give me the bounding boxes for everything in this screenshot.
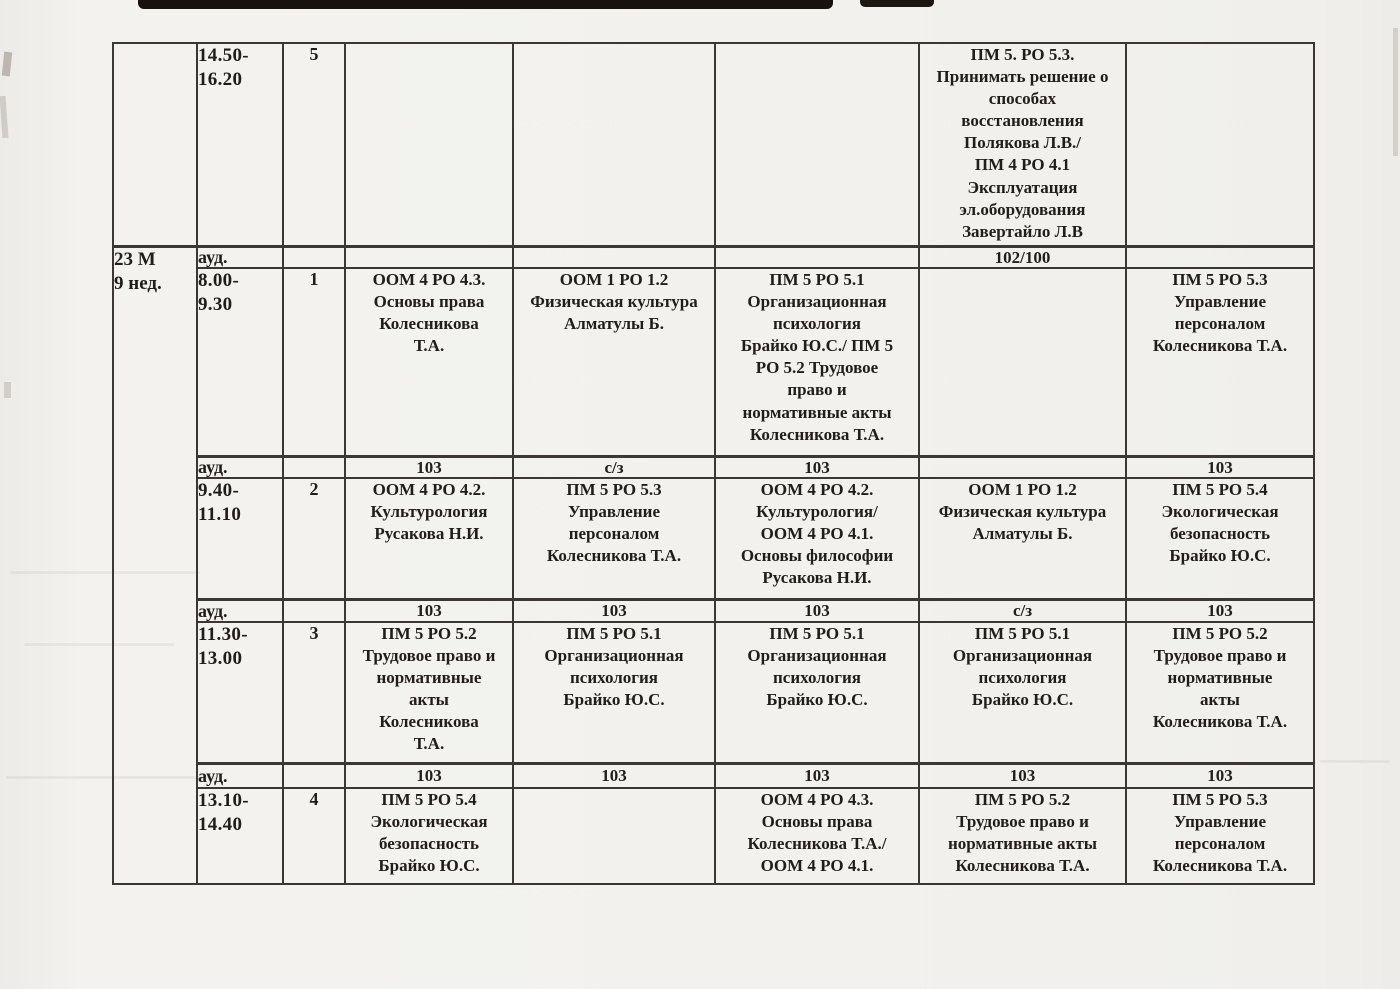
- subject-cell: ПМ 5 РО 5.2 Трудовое право и нормативные…: [918, 787, 1127, 885]
- aud-value-cell: 103: [344, 761, 514, 789]
- subject-cell: ООМ 1 РО 1.2 Физическая культура Алматул…: [918, 477, 1127, 600]
- aud-value-cell: [1125, 244, 1315, 269]
- scan-artifact-smudge: [24, 643, 174, 646]
- aud-value-cell: 103: [714, 454, 920, 479]
- subject-cell: [918, 267, 1127, 457]
- aud-label-cell: ауд.: [196, 454, 284, 479]
- aud-row: ауд. 103 с/з 103 103: [113, 454, 1315, 479]
- aud-value-cell: 103: [512, 761, 716, 789]
- group-cell: 23 М 9 нед.: [112, 244, 198, 885]
- subject-cell: ПМ 5 РО 5.3 Управление персоналом Колесн…: [512, 477, 716, 600]
- lesson-row: 11.30- 13.00 3 ПМ 5 РО 5.2 Трудовое прав…: [113, 621, 1315, 764]
- lesson-row: 13.10- 14.40 4 ПМ 5 РО 5.4 Экологическая…: [113, 787, 1315, 885]
- group-cell-empty: [112, 42, 198, 247]
- aud-num-empty: [282, 597, 346, 623]
- schedule-table: 14.50- 16.20 5 ПМ 5. РО 5.3. Принимать р…: [112, 42, 1315, 885]
- subject-cell: ПМ 5 РО 5.3 Управление персоналом Колесн…: [1125, 787, 1315, 885]
- lesson-number-cell: 2: [282, 477, 346, 600]
- subject-cell: [512, 787, 716, 885]
- lesson-row: 8.00- 9.30 1 ООМ 4 РО 4.3. Основы права …: [113, 267, 1315, 457]
- group-week: 9 нед.: [114, 273, 162, 295]
- aud-value-cell: [714, 244, 920, 269]
- aud-value-cell: с/з: [512, 454, 716, 479]
- aud-value-cell: 103: [714, 597, 920, 623]
- subject-cell: ПМ 5 РО 5.1 Организационная психология Б…: [714, 621, 920, 764]
- scan-artifact-edge-mark: [0, 95, 9, 139]
- scan-artifact-edge-mark: [4, 382, 11, 398]
- lesson-row: 14.50- 16.20 5 ПМ 5. РО 5.3. Принимать р…: [112, 42, 1315, 247]
- aud-value-cell: 103: [714, 761, 920, 789]
- aud-value-cell: 103: [344, 454, 514, 479]
- time-cell: 14.50- 16.20: [196, 42, 284, 247]
- subject-cell: ПМ 5 РО 5.2 Трудовое право и нормативные…: [344, 621, 514, 764]
- time-cell: 11.30- 13.00: [196, 621, 284, 764]
- aud-row: ауд. 103 103 103 с/з 103: [113, 597, 1315, 623]
- aud-label-cell: ауд.: [196, 244, 284, 269]
- aud-value-cell: с/з: [918, 597, 1127, 623]
- subject-cell: [714, 42, 920, 247]
- aud-value-cell: 103: [918, 761, 1127, 789]
- aud-value-cell: 102/100: [918, 244, 1127, 269]
- aud-value-cell: 103: [512, 597, 716, 623]
- subject-cell: ООМ 4 РО 4.3. Основы права Колесникова Т…: [344, 267, 514, 457]
- time-cell: 9.40- 11.10: [196, 477, 284, 600]
- aud-value-cell: 103: [1125, 761, 1315, 789]
- lesson-number-cell: 5: [282, 42, 346, 247]
- aud-num-empty: [282, 244, 346, 269]
- aud-value-cell: 103: [344, 597, 514, 623]
- subject-cell: ПМ 5 РО 5.3 Управление персоналом Колесн…: [1125, 267, 1315, 457]
- aud-row: 23 М 9 нед. ауд. 102/100: [112, 244, 1315, 885]
- scan-artifact-smudge: [1320, 760, 1390, 763]
- subject-cell: ООМ 4 РО 4.2. Культурология Русакова Н.И…: [344, 477, 514, 600]
- lesson-row: 9.40- 11.10 2 ООМ 4 РО 4.2. Культурологи…: [113, 477, 1315, 600]
- lesson-number-cell: 3: [282, 621, 346, 764]
- aud-row: ауд. 103 103 103 103 103: [113, 761, 1315, 789]
- subject-cell: ООМ 4 РО 4.3. Основы права Колесникова Т…: [714, 787, 920, 885]
- aud-value-cell: [512, 244, 716, 269]
- subject-cell: [344, 42, 514, 247]
- aud-value-cell: 103: [1125, 454, 1315, 479]
- subject-cell: ПМ 5 РО 5.4 Экологическая безопасность Б…: [344, 787, 514, 885]
- time-cell: 13.10- 14.40: [196, 787, 284, 885]
- subject-cell: ПМ 5 РО 5.1 Организационная психология Б…: [714, 267, 920, 457]
- group-name: 23 М: [114, 248, 156, 270]
- subject-cell: ПМ 5 РО 5.1 Организационная психология Б…: [918, 621, 1127, 764]
- scan-artifact-edge-mark: [1, 51, 13, 77]
- subject-cell: ООМ 4 РО 4.2. Культурология/ ООМ 4 РО 4.…: [714, 477, 920, 600]
- scan-artifact-edge-mark: [1393, 28, 1398, 156]
- subject-cell: ООМ 1 РО 1.2 Физическая культура Алматул…: [512, 267, 716, 457]
- scan-artifact-top-bar: [138, 0, 833, 9]
- aud-num-empty: [282, 454, 346, 479]
- aud-label-cell: ауд.: [196, 597, 284, 623]
- subject-cell: ПМ 5 РО 5.4 Экологическая безопасность Б…: [1125, 477, 1315, 600]
- subject-cell: ПМ 5. РО 5.3. Принимать решение о способ…: [918, 42, 1127, 247]
- time-cell: 8.00- 9.30: [196, 267, 284, 457]
- lesson-number-cell: 4: [282, 787, 346, 885]
- subject-cell: [1125, 42, 1315, 247]
- scan-artifact-smudge: [10, 571, 200, 574]
- aud-value-cell: [344, 244, 514, 269]
- subject-cell: [512, 42, 716, 247]
- subject-cell: ПМ 5 РО 5.2 Трудовое право и нормативные…: [1125, 621, 1315, 764]
- aud-value-cell: 103: [1125, 597, 1315, 623]
- aud-num-empty: [282, 761, 346, 789]
- subject-cell: ПМ 5 РО 5.1 Организационная психология Б…: [512, 621, 716, 764]
- aud-label-cell: ауд.: [196, 761, 284, 789]
- aud-value-cell: [918, 454, 1127, 479]
- lesson-number-cell: 1: [282, 267, 346, 457]
- scan-artifact-top-bar-2: [860, 0, 934, 7]
- scan-artifact-smudge: [6, 776, 216, 779]
